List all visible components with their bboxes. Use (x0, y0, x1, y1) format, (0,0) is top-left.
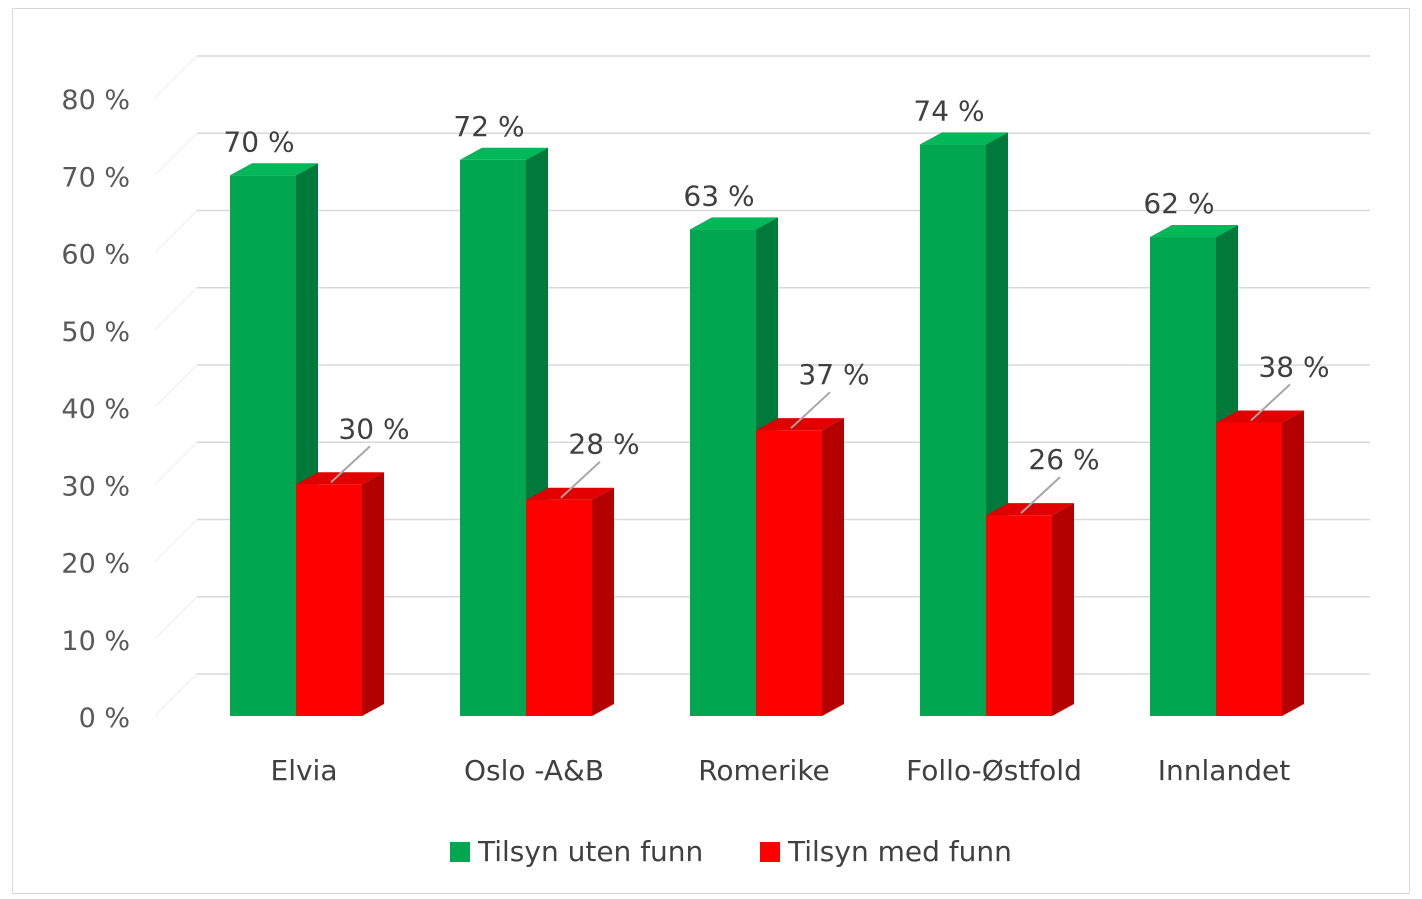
bar-top (690, 217, 778, 230)
category-labels: Elvia Oslo -A&B Romerike Follo-Østfold Innla… (271, 754, 1291, 787)
bar-top (230, 163, 318, 176)
y-tick-label: 80 % (61, 85, 130, 116)
bar-top (296, 472, 384, 485)
leader-line (1020, 476, 1061, 514)
category-label: Oslo -A&B (464, 754, 604, 787)
bar-top (986, 503, 1074, 516)
y-tick-label: 20 % (61, 549, 130, 580)
bar-side (822, 418, 844, 716)
bar (1216, 410, 1304, 716)
bar-front (756, 430, 822, 716)
data-label: 30 % (338, 412, 409, 445)
data-label: 62 % (1143, 187, 1214, 220)
gridline-diagonal (154, 519, 198, 562)
bar-front (690, 229, 756, 716)
y-tick-label: 40 % (61, 394, 130, 425)
bar-front (460, 159, 526, 717)
bar (526, 487, 614, 716)
bar-side (1282, 410, 1304, 716)
bar-top (460, 147, 548, 160)
bar-side (1052, 503, 1074, 716)
bars (230, 132, 1304, 717)
bar-top (920, 132, 1008, 145)
legend-label: Tilsyn med funn (787, 835, 1012, 868)
bar-top (526, 487, 614, 500)
bar-front (986, 515, 1052, 716)
y-tick-label: 10 % (61, 626, 130, 657)
data-label: 74 % (913, 94, 984, 127)
y-tick-label: 50 % (61, 317, 130, 348)
gridline-diagonal (154, 132, 198, 176)
category-label: Innlandet (1158, 754, 1290, 787)
bar-top (1150, 225, 1238, 238)
bar-front (1150, 237, 1216, 717)
data-label: 28 % (568, 428, 639, 461)
bar-top (756, 418, 844, 431)
bar-side (592, 487, 614, 716)
bar-front (526, 499, 592, 716)
legend-label: Tilsyn uten funn (477, 835, 703, 868)
data-label: 37 % (798, 358, 869, 391)
gridline-diagonal (154, 596, 198, 640)
leader-line (330, 445, 371, 483)
bar-front (296, 484, 362, 716)
bar (756, 418, 844, 716)
gridline-diagonal (154, 364, 198, 408)
gridline-diagonal (154, 287, 198, 331)
category-label: Follo-Østfold (906, 754, 1082, 787)
leader-line (560, 460, 601, 499)
gridline-diagonal (154, 55, 198, 99)
category-label: Romerike (698, 754, 830, 787)
gridline-diagonal (154, 441, 198, 485)
data-labels: 70 % 30 % 72 % 28 % 63 % 37 % 74 % 26 % 62 % 38 % (223, 94, 1330, 514)
data-label: 38 % (1258, 350, 1329, 383)
y-tick-label: 60 % (61, 240, 130, 271)
data-label: 70 % (223, 125, 294, 158)
gridline-diagonal (154, 673, 198, 717)
leader-line (1250, 383, 1291, 422)
data-label: 26 % (1028, 443, 1099, 476)
bar-top (1216, 410, 1304, 423)
bar (986, 503, 1074, 716)
bar-side (362, 472, 384, 716)
bar-front (1216, 422, 1282, 716)
category-label: Elvia (271, 754, 338, 787)
bar-front (230, 175, 296, 716)
y-tick-label: 0 % (79, 703, 130, 734)
bar (296, 472, 384, 716)
bar-front (920, 144, 986, 717)
y-tick-label: 30 % (61, 471, 130, 502)
leader-line (790, 391, 831, 429)
data-label: 72 % (453, 110, 524, 143)
gridline-diagonal (154, 210, 198, 253)
bar (230, 163, 318, 716)
y-axis-ticks: 0 % 10 % 20 % 30 % 40 % 50 % 60 % 70 % 80 % (61, 85, 130, 734)
legend-swatch (450, 842, 470, 862)
legend: Tilsyn uten funn Tilsyn med funn (450, 835, 1012, 868)
data-label: 63 % (683, 179, 754, 212)
y-tick-label: 70 % (61, 162, 130, 193)
legend-swatch (760, 842, 780, 862)
